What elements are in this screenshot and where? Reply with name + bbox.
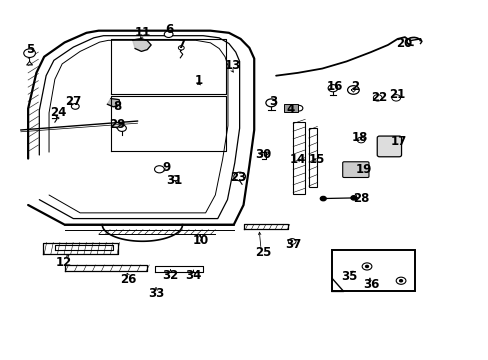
Text: 15: 15 xyxy=(307,153,324,166)
Text: 36: 36 xyxy=(362,278,378,291)
Polygon shape xyxy=(107,99,120,107)
Text: 25: 25 xyxy=(254,246,271,258)
Text: 28: 28 xyxy=(352,192,368,205)
Text: 18: 18 xyxy=(351,131,367,144)
Text: 6: 6 xyxy=(164,23,173,36)
Circle shape xyxy=(327,85,337,92)
Circle shape xyxy=(71,104,79,109)
Text: 4: 4 xyxy=(286,103,294,117)
Text: 22: 22 xyxy=(371,91,387,104)
Bar xyxy=(331,250,414,292)
Text: 31: 31 xyxy=(165,174,182,187)
FancyBboxPatch shape xyxy=(342,162,368,177)
Text: 29: 29 xyxy=(109,118,125,131)
Text: 14: 14 xyxy=(289,153,305,166)
Text: 17: 17 xyxy=(390,135,407,148)
Text: 1: 1 xyxy=(194,74,202,87)
Circle shape xyxy=(372,95,381,101)
Text: 12: 12 xyxy=(55,256,72,269)
Circle shape xyxy=(350,196,356,200)
Bar xyxy=(308,128,317,187)
Circle shape xyxy=(395,277,405,284)
Circle shape xyxy=(320,197,325,201)
Text: 21: 21 xyxy=(389,89,405,102)
Text: 11: 11 xyxy=(134,26,150,39)
Text: 10: 10 xyxy=(192,234,208,247)
Bar xyxy=(284,104,297,112)
Bar xyxy=(292,122,305,194)
Circle shape xyxy=(233,172,245,181)
Text: 35: 35 xyxy=(340,270,357,283)
Text: 20: 20 xyxy=(395,37,411,50)
Text: 26: 26 xyxy=(121,273,137,286)
Text: 8: 8 xyxy=(113,100,121,113)
Circle shape xyxy=(287,239,295,244)
Circle shape xyxy=(265,99,276,107)
Circle shape xyxy=(172,176,179,181)
Text: 32: 32 xyxy=(162,269,178,282)
Circle shape xyxy=(347,86,359,94)
Circle shape xyxy=(362,263,371,270)
Text: 3: 3 xyxy=(269,95,277,108)
Text: 16: 16 xyxy=(325,80,342,93)
Circle shape xyxy=(391,95,400,101)
Text: 9: 9 xyxy=(162,161,170,174)
Circle shape xyxy=(117,125,126,131)
Text: 27: 27 xyxy=(65,95,81,108)
Text: 34: 34 xyxy=(185,269,201,282)
Text: 2: 2 xyxy=(350,80,359,93)
Text: 7: 7 xyxy=(177,38,185,51)
Text: 30: 30 xyxy=(254,148,270,161)
Text: 19: 19 xyxy=(355,163,371,176)
Text: 37: 37 xyxy=(285,238,301,251)
Text: 23: 23 xyxy=(229,171,246,184)
Polygon shape xyxy=(132,39,151,51)
Text: 24: 24 xyxy=(50,106,67,120)
Text: 13: 13 xyxy=(224,59,240,72)
Circle shape xyxy=(357,137,365,143)
Circle shape xyxy=(24,49,35,58)
Circle shape xyxy=(154,166,164,173)
Circle shape xyxy=(399,280,402,282)
Text: 33: 33 xyxy=(147,287,164,300)
Text: 5: 5 xyxy=(26,43,35,56)
Circle shape xyxy=(365,265,368,267)
Circle shape xyxy=(178,46,184,50)
FancyBboxPatch shape xyxy=(376,136,401,157)
Circle shape xyxy=(164,31,173,37)
